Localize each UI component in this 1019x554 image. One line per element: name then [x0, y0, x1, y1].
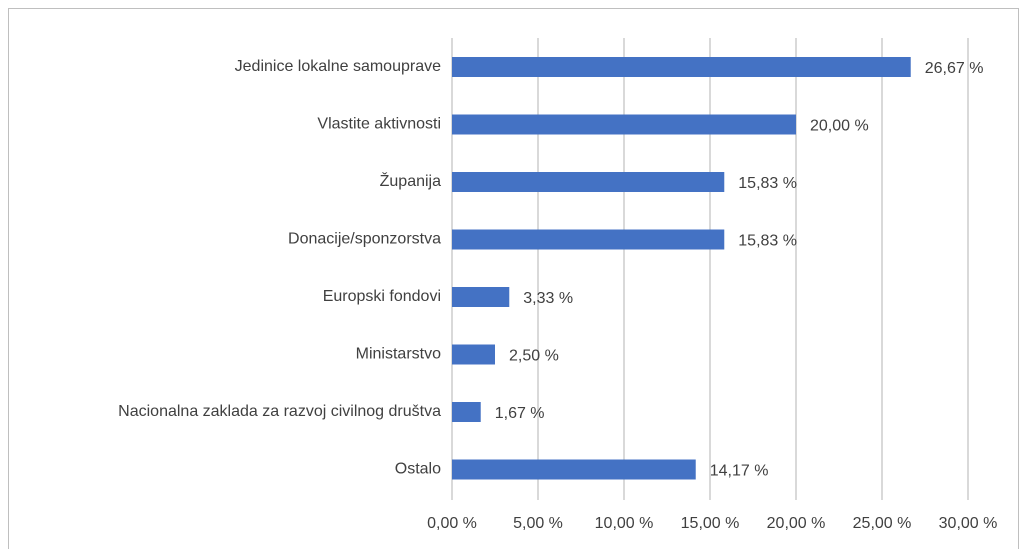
bar — [452, 287, 510, 307]
x-tick-label: 5,00 % — [513, 515, 563, 532]
data-label: 15,83 % — [738, 175, 797, 192]
bar — [452, 172, 725, 192]
data-label: 20,00 % — [810, 118, 869, 135]
y-tick-label: Europski fondovi — [323, 288, 441, 305]
bar — [452, 229, 725, 250]
data-label: 3,33 % — [523, 290, 573, 307]
data-label: 2,50 % — [509, 348, 559, 365]
bar — [452, 114, 796, 135]
data-label: 15,83 % — [738, 233, 797, 250]
bar — [452, 344, 495, 365]
bar — [452, 402, 481, 422]
x-tick-label: 20,00 % — [767, 515, 826, 532]
x-tick-label: 10,00 % — [595, 515, 654, 532]
y-tick-label: Županija — [380, 171, 441, 190]
y-tick-label: Ostalo — [395, 461, 441, 478]
data-label: 26,67 % — [925, 60, 984, 77]
y-tick-label: Nacionalna zaklada za razvoj civilnog dr… — [118, 403, 441, 420]
y-tick-label: Vlastite aktivnosti — [317, 116, 441, 133]
x-tick-label: 25,00 % — [853, 515, 912, 532]
y-tick-label: Ministarstvo — [356, 346, 441, 363]
y-tick-label: Jedinice lokalne samouprave — [235, 58, 441, 75]
x-tick-label: 15,00 % — [681, 515, 740, 532]
data-label: 14,17 % — [710, 463, 769, 480]
x-tick-label: 0,00 % — [427, 515, 477, 532]
x-tick-label: 30,00 % — [939, 515, 998, 532]
bar — [452, 57, 911, 77]
y-tick-label: Donacije/sponzorstva — [288, 231, 441, 248]
bar — [452, 459, 696, 480]
data-label: 1,67 % — [495, 405, 545, 422]
